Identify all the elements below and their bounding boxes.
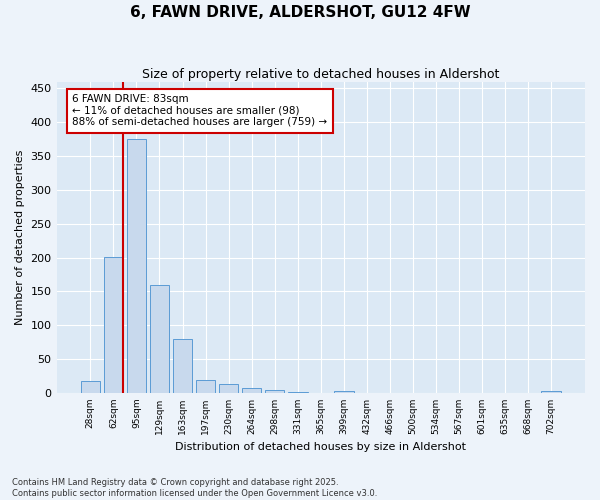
Bar [288, 392, 308, 393]
Text: 6 FAWN DRIVE: 83sqm
← 11% of detached houses are smaller (98)
88% of semi-detach: 6 FAWN DRIVE: 83sqm ← 11% of detached ho… [73, 94, 328, 128]
X-axis label: Distribution of detached houses by size in Aldershot: Distribution of detached houses by size … [175, 442, 466, 452]
Bar [541, 391, 561, 393]
Bar [242, 388, 262, 393]
Title: Size of property relative to detached houses in Aldershot: Size of property relative to detached ho… [142, 68, 499, 80]
Bar [196, 380, 215, 393]
Text: Contains HM Land Registry data © Crown copyright and database right 2025.
Contai: Contains HM Land Registry data © Crown c… [12, 478, 377, 498]
Bar [265, 390, 284, 393]
Bar [219, 384, 238, 393]
Bar [80, 382, 100, 393]
Bar [127, 139, 146, 393]
Text: 6, FAWN DRIVE, ALDERSHOT, GU12 4FW: 6, FAWN DRIVE, ALDERSHOT, GU12 4FW [130, 5, 470, 20]
Y-axis label: Number of detached properties: Number of detached properties [15, 150, 25, 325]
Bar [173, 339, 193, 393]
Bar [104, 257, 123, 393]
Bar [149, 286, 169, 393]
Bar [334, 391, 353, 393]
